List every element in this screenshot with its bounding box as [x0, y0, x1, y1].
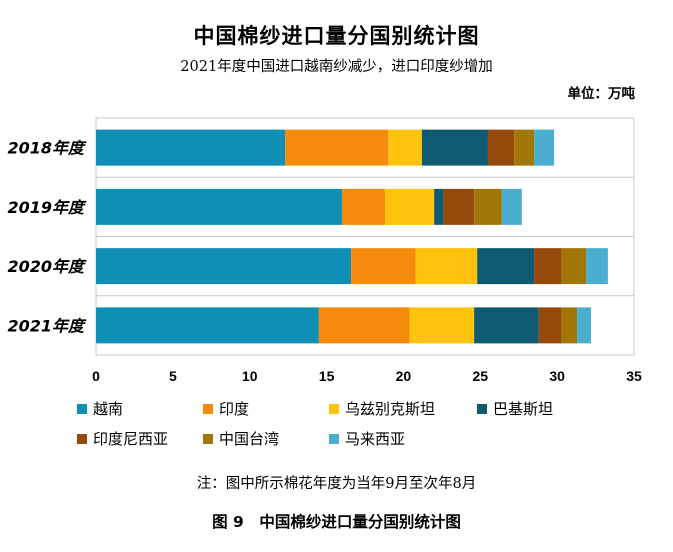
legend-item: 印度: [203, 398, 249, 419]
legend-item: 中国台湾: [203, 428, 279, 449]
bar-segment: [477, 248, 535, 285]
legend-item: 马来西亚: [329, 428, 405, 449]
legend-item: 乌兹别克斯坦: [329, 398, 435, 419]
bar-segment: [514, 129, 535, 166]
chart-subtitle: 2021年度中国进口越南纱减少，进口印度纱增加: [180, 59, 493, 75]
bar-segment: [474, 188, 502, 225]
chart-title: 中国棉纱进口量分国别统计图: [193, 24, 480, 48]
legend-swatch: [203, 403, 213, 414]
bar-segment: [415, 248, 478, 285]
category-label: 2020年度: [7, 257, 87, 276]
bar-segment: [538, 307, 562, 344]
bar-segment: [285, 129, 389, 166]
x-tick-label: 15: [319, 368, 335, 384]
stacked-bar-chart: 0 5 10 15 20 25 30 35 2018年度 2019年度 2020年度 2021年度: [7, 117, 642, 384]
bar-segment: [487, 129, 515, 166]
bar-segment: [384, 188, 435, 225]
bar-segment: [318, 307, 410, 344]
legend-item: 巴基斯坦: [477, 398, 553, 419]
bar-segment: [586, 248, 608, 285]
x-tick-label: 35: [626, 368, 642, 384]
legend-label: 越南: [93, 400, 124, 418]
bar-segment: [434, 188, 444, 225]
x-tick-label: 30: [549, 368, 565, 384]
legend-label: 印度尼西亚: [93, 430, 169, 448]
legend-swatch: [477, 403, 487, 414]
figure-caption: 图 9 中国棉纱进口量分国别统计图: [212, 513, 461, 531]
legend-swatch: [329, 433, 339, 444]
category-label: 2019年度: [7, 198, 87, 217]
x-tick-label: 0: [92, 368, 100, 384]
bar-segment: [388, 129, 422, 166]
legend-label: 印度: [219, 400, 250, 418]
x-tick-label: 25: [472, 368, 488, 384]
legend-label: 中国台湾: [219, 430, 280, 448]
legend-label: 巴基斯坦: [493, 400, 554, 418]
bar-segment: [351, 248, 416, 285]
bar-segment: [409, 307, 475, 344]
unit-label: 单位：万吨: [567, 86, 636, 102]
bar-segment: [501, 188, 522, 225]
x-tick-label: 20: [396, 368, 412, 384]
bar-segment: [96, 248, 352, 285]
bar-segment: [561, 248, 587, 285]
footnote: 注：图中所示棉花年度为当年9月至次年8月: [196, 476, 477, 492]
bar-segment: [421, 129, 488, 166]
legend-swatch: [203, 433, 213, 444]
bar-segment: [443, 188, 475, 225]
legend-item: 越南: [77, 398, 123, 419]
bar-segment: [96, 307, 319, 344]
bar-segment: [474, 307, 539, 344]
bar-segment: [96, 188, 342, 225]
bar-segment: [341, 188, 385, 225]
legend-label: 乌兹别克斯坦: [345, 400, 436, 418]
bar-segment: [534, 129, 555, 166]
bar-segment: [96, 129, 286, 166]
legend-item: 印度尼西亚: [77, 428, 168, 449]
bar-segment: [577, 307, 591, 344]
bar-segment: [561, 307, 578, 344]
bar-segment: [534, 248, 562, 285]
x-tick-label: 10: [242, 368, 258, 384]
x-tick-label: 5: [169, 368, 177, 384]
legend-swatch: [329, 403, 339, 414]
legend-swatch: [77, 433, 87, 444]
legend-swatch: [77, 403, 87, 414]
legend-label: 马来西亚: [345, 430, 406, 448]
category-label: 2018年度: [7, 139, 87, 158]
category-label: 2021年度: [7, 316, 87, 335]
